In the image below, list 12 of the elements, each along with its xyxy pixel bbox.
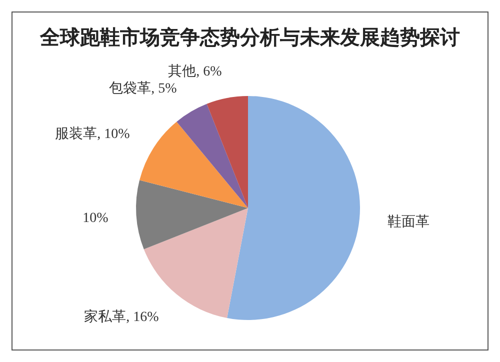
pie-slice bbox=[136, 180, 248, 250]
pie-slice bbox=[176, 104, 248, 208]
slice-label: 鞋面革 bbox=[387, 214, 430, 230]
slice-label: 家私革, 16% bbox=[84, 308, 160, 325]
slice-label: 服装革, 10% bbox=[55, 126, 130, 142]
slice-label: 包袋革, 5% bbox=[109, 80, 178, 96]
pie-slice bbox=[140, 122, 248, 208]
pie-slice bbox=[206, 96, 248, 208]
data-label: 10% bbox=[82, 210, 109, 226]
pie-slice bbox=[227, 96, 360, 320]
chart-title: 全球跑鞋市场竞争态势分析与未来发展趋势探讨 bbox=[39, 25, 460, 49]
slice-label: 其他, 6% bbox=[168, 63, 222, 80]
